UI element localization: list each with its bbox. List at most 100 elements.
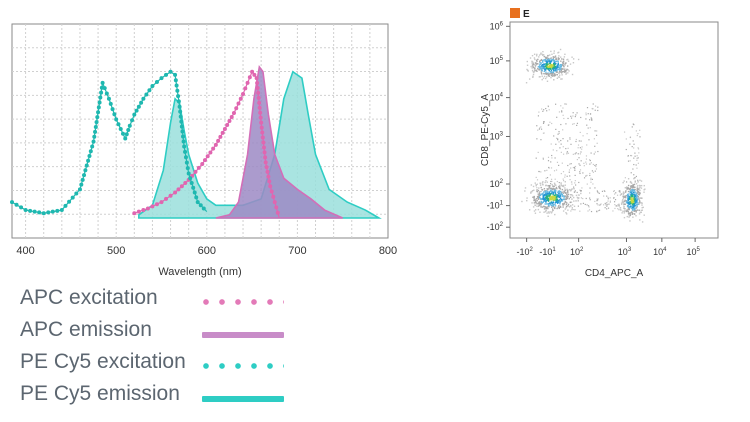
excitation-dot xyxy=(83,168,88,173)
event-dot xyxy=(581,187,583,189)
event-dot xyxy=(561,67,563,70)
event-dot xyxy=(624,208,626,210)
event-dot xyxy=(542,157,544,159)
event-dot xyxy=(553,188,556,190)
excitation-dot xyxy=(260,130,265,135)
event-dot xyxy=(629,214,632,216)
event-dot xyxy=(543,205,545,208)
event-dot xyxy=(636,157,638,159)
event-dot xyxy=(549,71,551,73)
event-dot xyxy=(545,57,547,60)
event-dot xyxy=(629,196,631,198)
event-dot xyxy=(530,192,532,194)
event-dot xyxy=(555,190,557,192)
event-dot xyxy=(629,136,632,138)
event-dot xyxy=(547,199,550,201)
event-dot xyxy=(544,77,547,80)
event-dot xyxy=(555,186,558,189)
event-dot xyxy=(585,158,588,160)
event-dot xyxy=(634,202,636,205)
event-dot xyxy=(636,206,638,208)
event-dot xyxy=(579,169,582,171)
event-dot xyxy=(627,213,630,215)
flow-x-axis-label: CD4_APC_A xyxy=(585,268,644,279)
event-dot xyxy=(538,195,540,197)
event-dot xyxy=(583,177,586,179)
event-dot xyxy=(550,64,553,66)
event-dot xyxy=(565,103,568,105)
event-dot xyxy=(603,195,605,197)
event-dot xyxy=(569,175,571,177)
event-dot xyxy=(540,53,542,55)
event-dot xyxy=(563,117,565,120)
event-dot xyxy=(564,68,566,70)
event-dot xyxy=(548,187,550,189)
event-dot xyxy=(564,62,567,65)
event-dot xyxy=(622,197,625,199)
event-dot xyxy=(543,208,546,210)
event-dot xyxy=(634,191,636,193)
event-dot xyxy=(544,193,547,195)
event-dot xyxy=(550,72,552,75)
event-dot xyxy=(552,149,554,151)
event-dot xyxy=(630,196,633,198)
event-dot xyxy=(566,65,569,67)
event-dot xyxy=(547,200,550,202)
event-dot xyxy=(628,215,631,217)
event-dot xyxy=(629,197,631,199)
excitation-dot xyxy=(82,173,87,178)
excitation-dot xyxy=(80,177,85,182)
event-dot xyxy=(606,204,608,206)
event-dot xyxy=(533,63,535,66)
event-dot xyxy=(537,189,540,192)
event-dot xyxy=(533,53,536,56)
excitation-dot xyxy=(198,203,203,208)
event-dot xyxy=(545,180,547,182)
event-dot xyxy=(555,194,557,196)
excitation-dot xyxy=(272,200,277,205)
event-dot xyxy=(628,203,630,206)
event-dot xyxy=(633,195,636,198)
event-dot xyxy=(536,179,539,181)
event-dot xyxy=(557,64,559,66)
event-dot xyxy=(551,74,553,76)
event-dot xyxy=(637,191,640,193)
event-dot xyxy=(536,195,539,198)
legend-item-pe-cy5-emission: PE Cy5 emission xyxy=(20,380,300,412)
event-dot xyxy=(555,200,557,202)
event-dot xyxy=(564,71,566,73)
event-dot xyxy=(538,128,540,130)
event-dot xyxy=(565,69,567,72)
event-dot xyxy=(639,129,641,131)
excitation-dot xyxy=(164,72,169,77)
event-dot xyxy=(630,154,632,157)
event-dot xyxy=(634,152,636,154)
event-dot xyxy=(562,184,565,187)
event-dot xyxy=(598,192,600,194)
excitation-dot xyxy=(193,169,198,174)
event-dot xyxy=(551,59,553,61)
event-dot xyxy=(550,192,553,195)
event-dot xyxy=(614,207,616,210)
event-dot xyxy=(544,190,546,192)
event-dot xyxy=(543,67,545,70)
event-dot xyxy=(606,208,608,210)
excitation-dot xyxy=(132,211,137,216)
event-dot xyxy=(535,176,537,179)
event-dot xyxy=(550,72,552,74)
event-dot xyxy=(545,184,548,187)
event-dot xyxy=(544,73,547,75)
excitation-dot xyxy=(236,101,241,106)
event-dot xyxy=(599,204,601,206)
event-dot xyxy=(570,189,573,191)
event-dot xyxy=(537,197,540,199)
event-dot xyxy=(625,210,628,213)
event-dot xyxy=(536,125,538,127)
event-dot xyxy=(577,58,580,61)
excitation-dot xyxy=(184,160,189,165)
event-dot xyxy=(533,189,535,191)
event-dot xyxy=(537,193,539,195)
event-dot xyxy=(643,214,645,216)
excitation-dot xyxy=(255,81,260,86)
event-dot xyxy=(571,188,573,190)
